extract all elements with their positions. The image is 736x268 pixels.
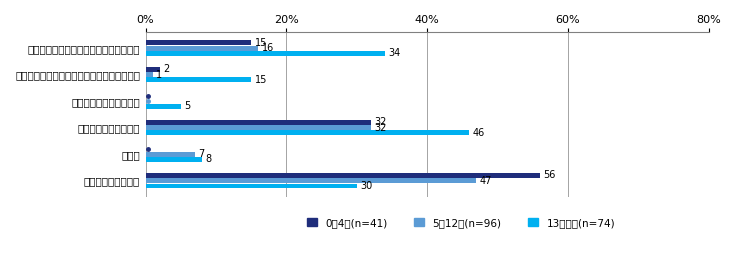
Bar	[146, 173, 539, 178]
Bar	[146, 120, 371, 125]
Bar	[146, 131, 470, 135]
Bar	[146, 77, 251, 82]
Text: 1: 1	[156, 70, 162, 80]
Text: 30: 30	[360, 181, 372, 191]
Bar	[146, 178, 476, 183]
Bar	[146, 67, 160, 72]
Legend: 0～4点(n=41), 5～12点(n=96), 13点以上(n=74): 0～4点(n=41), 5～12点(n=96), 13点以上(n=74)	[307, 218, 615, 228]
Text: 2: 2	[163, 64, 169, 74]
Text: 32: 32	[375, 117, 386, 127]
Bar	[146, 40, 251, 45]
Text: 56: 56	[543, 170, 556, 180]
Text: 32: 32	[375, 122, 386, 133]
Bar	[146, 104, 181, 109]
Bar	[146, 184, 357, 188]
Text: 8: 8	[205, 154, 211, 165]
Text: 7: 7	[198, 149, 205, 159]
Bar	[146, 51, 385, 56]
Text: 15: 15	[255, 38, 267, 48]
Bar	[146, 125, 371, 130]
Bar	[146, 157, 202, 162]
Text: 34: 34	[389, 49, 400, 58]
Text: 16: 16	[262, 43, 274, 53]
Bar	[146, 46, 258, 50]
Bar	[146, 72, 152, 77]
Text: 46: 46	[473, 128, 485, 138]
Bar	[146, 152, 195, 157]
Text: 47: 47	[480, 176, 492, 186]
Text: 15: 15	[255, 75, 267, 85]
Text: 5: 5	[184, 102, 191, 111]
